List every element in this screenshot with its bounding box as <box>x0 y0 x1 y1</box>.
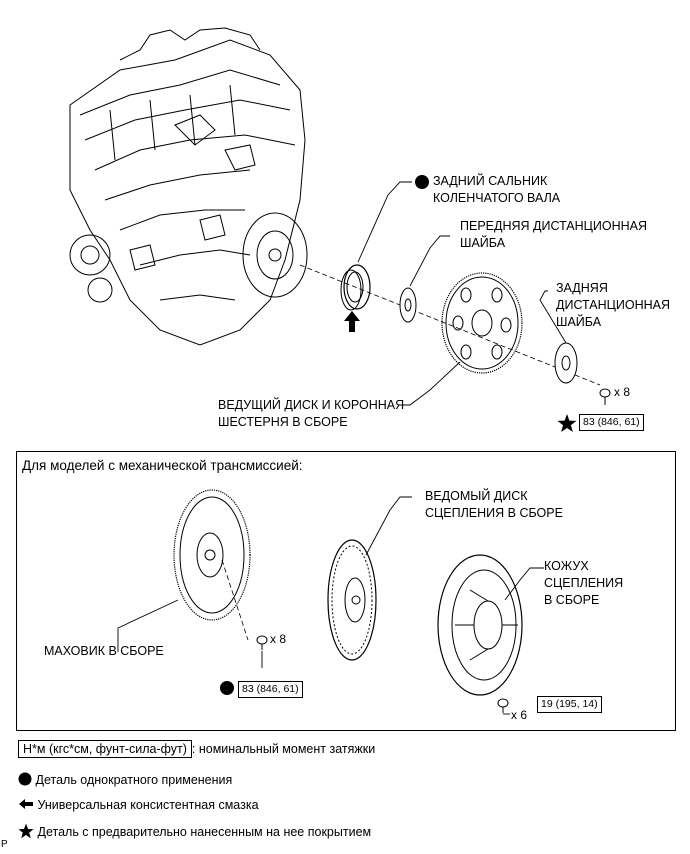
flywheel-illustration <box>173 489 251 621</box>
clutch-disc-illustration <box>327 539 377 661</box>
legend-torque-desc: : номинальный момент затяжки <box>191 742 376 756</box>
drive-plate-bolt-qty: x 8 <box>614 385 631 399</box>
rear-oil-seal-illustration <box>340 264 371 311</box>
label-rear-oil-seal: ЗАДНИЙ САЛЬНИК КОЛЕНЧАТОГО ВАЛА <box>433 174 561 205</box>
label-front-spacer: ПЕРЕДНЯЯ ДИСТАНЦИОННАЯ ШАЙБА <box>460 219 648 250</box>
grease-arrow-icon <box>344 311 360 332</box>
torque-flywheel: 83 (846, 61) <box>238 681 303 698</box>
non-reusable-marker-flywheel <box>220 681 234 695</box>
corner-mark: P <box>1 839 8 850</box>
front-spacer-illustration <box>399 287 417 323</box>
panel-title: Для моделей с механической трансмиссией: <box>22 458 303 473</box>
clutch-cover-bolt-icon <box>497 698 509 713</box>
clutch-cover-illustration <box>437 554 523 696</box>
label-rear-spacer: ЗАДНЯЯ ДИСТАНЦИОННАЯ ШАЙБА <box>556 281 671 329</box>
drive-plate-bolt-icon <box>599 388 611 405</box>
label-drive-plate: ВЕДУЩИЙ ДИСК И КОРОННАЯ ШЕСТЕРНЯ В СБОРЕ <box>218 398 405 429</box>
flywheel-bolt-qty: x 8 <box>270 632 287 646</box>
flywheel-bolt-icon <box>256 635 268 650</box>
label-flywheel: МАХОВИК В СБОРЕ <box>44 644 164 658</box>
rear-spacer-illustration <box>554 342 578 384</box>
label-clutch-cover: КОЖУХ СЦЕПЛЕНИЯ В СБОРЕ <box>544 559 624 607</box>
label-clutch-disc: ВЕДОМЫЙ ДИСК СЦЕПЛЕНИЯ В СБОРЕ <box>425 489 563 520</box>
cover-bolt-qty: x 6 <box>511 708 528 722</box>
star-icon <box>18 823 34 839</box>
legend-grease-text: Универсальная консистентная смазка <box>37 798 259 812</box>
torque-drive-plate: 83 (846, 61) <box>579 414 644 431</box>
legend-precoated: Деталь с предварительно нанесенным на не… <box>18 823 371 839</box>
torque-clutch-cover: 19 (195, 14) <box>537 696 602 713</box>
precoated-star-drive-plate <box>557 414 577 432</box>
legend-torque-units: Н*м (кгс*см, фунт-сила-фут) <box>18 740 192 758</box>
engine-illustration <box>69 27 308 346</box>
legend-non-reusable-text: Деталь однократного применения <box>35 773 233 787</box>
filled-circle-icon <box>18 772 32 786</box>
legend-precoated-text: Деталь с предварительно нанесенным на не… <box>37 825 372 839</box>
legend-torque: Н*м (кгс*см, фунт-сила-фут): номинальный… <box>18 740 376 758</box>
drive-plate-illustration <box>441 272 523 374</box>
manual-transmission-panel <box>16 451 676 731</box>
legend-grease: Универсальная консистентная смазка <box>18 798 259 812</box>
non-reusable-marker-seal <box>415 175 429 189</box>
legend-non-reusable: Деталь однократного применения <box>18 772 232 787</box>
grease-arrow-icon <box>19 799 33 809</box>
